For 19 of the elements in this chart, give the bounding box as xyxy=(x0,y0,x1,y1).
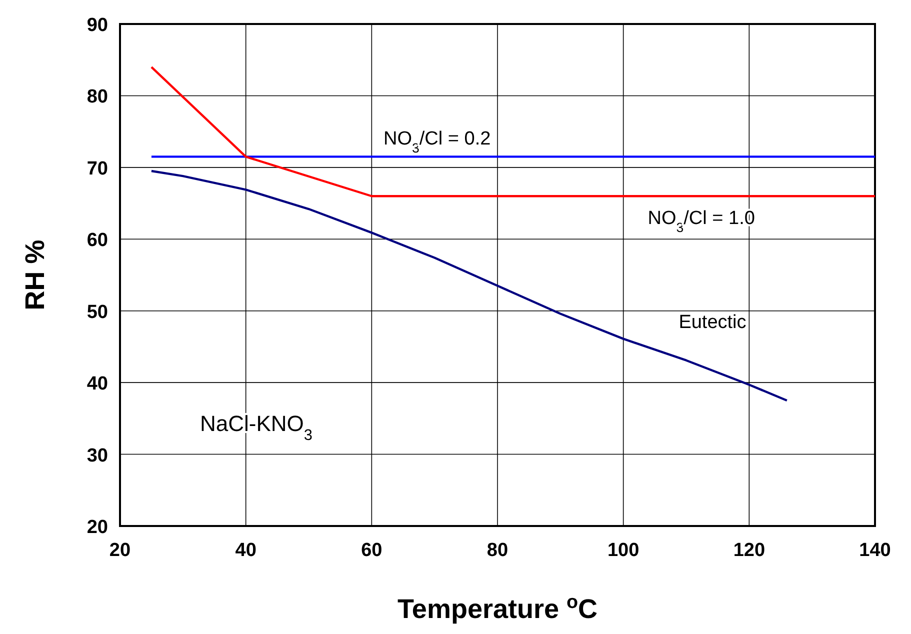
line-series xyxy=(150,170,788,402)
y-tick-label: 40 xyxy=(86,374,108,395)
x-axis-title: Temperature $^{o}$C xyxy=(397,592,598,624)
x-tick-label: 20 xyxy=(109,540,131,561)
x-tick-label: 120 xyxy=(733,540,766,561)
x-tick-label: 140 xyxy=(859,540,891,561)
x-tick-label: 60 xyxy=(361,540,382,561)
y-tick-label: 50 xyxy=(86,302,108,323)
y-tick-label: 70 xyxy=(86,158,108,180)
y-tick-label: 30 xyxy=(86,445,108,466)
y-tick-label: 60 xyxy=(86,230,108,252)
y-tick-label: 80 xyxy=(86,86,108,108)
x-tick-label: 100 xyxy=(607,540,640,561)
series-label: Eutectic xyxy=(678,312,746,333)
y-axis-title: RH % xyxy=(20,240,50,310)
x-tick-label: 80 xyxy=(486,540,508,561)
y-tick-label: 90 xyxy=(86,15,108,36)
x-tick-label: 40 xyxy=(235,540,256,561)
y-tick-label: 20 xyxy=(86,517,108,538)
